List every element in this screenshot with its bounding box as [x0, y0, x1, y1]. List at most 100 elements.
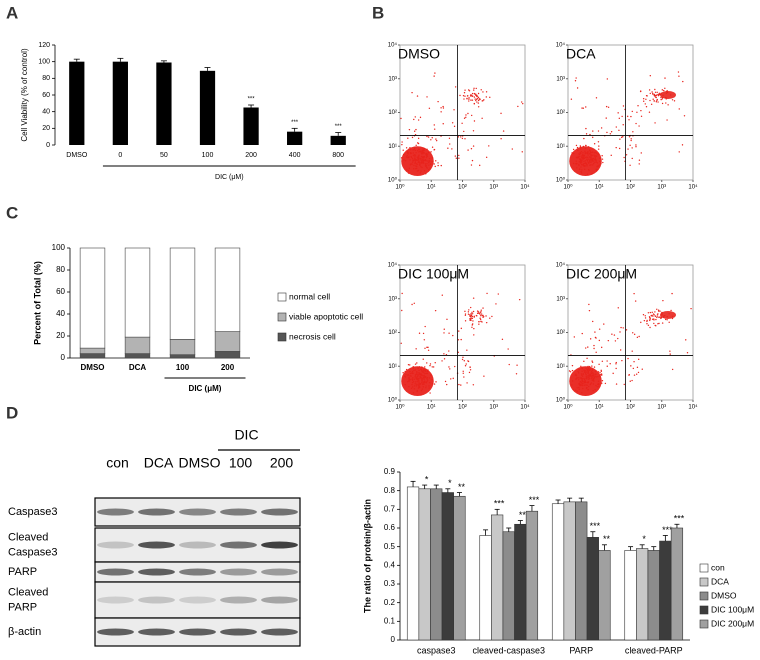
legend-label: DCA [711, 576, 729, 586]
event-cloud [400, 292, 521, 396]
event-dot [408, 167, 411, 170]
event-dot [405, 156, 408, 158]
event-dot [486, 292, 488, 295]
event-dot [428, 385, 430, 387]
event-dot [482, 316, 484, 319]
error-bar [506, 527, 512, 532]
error-bar [494, 508, 500, 515]
event-dot [584, 152, 587, 155]
event-dot [588, 369, 590, 371]
event-dot [590, 370, 593, 373]
event-dot [629, 380, 631, 382]
event-dot [633, 374, 636, 376]
event-dot [415, 377, 418, 379]
event-dot [422, 358, 424, 360]
event-dot [417, 161, 419, 163]
bar-segment [79, 353, 106, 359]
event-dot [414, 376, 417, 378]
row-label: Cleaved [8, 531, 48, 543]
event-dot [583, 157, 585, 160]
event-dot [583, 160, 585, 162]
event-dot [425, 385, 427, 387]
event-dot [469, 314, 471, 316]
event-dot [598, 383, 600, 386]
event-dot [585, 367, 587, 370]
event-dot [651, 318, 654, 320]
blot-band [179, 596, 216, 604]
event-dot [434, 362, 436, 364]
event-dot [404, 384, 406, 386]
event-dot [414, 116, 416, 118]
event-dot [638, 125, 640, 127]
event-dot [405, 374, 407, 376]
bar [430, 488, 443, 641]
legend-label: con [711, 562, 725, 572]
event-dot [485, 91, 488, 93]
event-dot [429, 163, 432, 165]
event-dot [632, 332, 634, 334]
event-dot [480, 309, 482, 311]
event-dot [649, 99, 651, 102]
event-dot [592, 136, 594, 139]
event-dot [586, 165, 588, 167]
event-dot [425, 372, 427, 374]
x-axis-title: DIC (μM) [189, 384, 222, 393]
event-cloud [568, 292, 692, 396]
event-dot [587, 367, 590, 370]
event-dot [423, 372, 425, 374]
event-dot [474, 98, 476, 100]
event-dot [614, 340, 617, 342]
event-dot [418, 332, 421, 334]
x-tick-label: 10⁰ [563, 404, 573, 411]
event-dot [434, 72, 436, 74]
event-dot [426, 346, 428, 349]
event-dot [416, 156, 418, 158]
bar [659, 540, 672, 641]
event-dot [619, 349, 622, 351]
event-dot [618, 129, 620, 132]
event-dot [413, 164, 415, 167]
lane-label: DMSO [179, 455, 221, 471]
event-dot [579, 161, 581, 163]
event-dot [467, 149, 469, 151]
event-dot [603, 323, 605, 325]
event-dot [583, 165, 585, 168]
y-tick-label: 0.3 [384, 579, 396, 588]
legend-label: DIC 100μM [711, 604, 754, 614]
event-dot [418, 366, 421, 368]
event-dot [666, 319, 668, 321]
x-tick-label: 10² [626, 405, 635, 411]
event-dot [582, 377, 584, 380]
event-dot [594, 161, 596, 164]
event-dot [579, 152, 582, 155]
event-dot [421, 152, 424, 155]
error-bar [662, 535, 668, 542]
x-tick-label: 10³ [489, 185, 498, 191]
event-dot [644, 315, 646, 317]
event-dot [661, 89, 664, 91]
event-dot [590, 164, 592, 166]
y-tick-label: 0.4 [384, 560, 396, 569]
event-dot [419, 375, 421, 378]
y-tick-label: 10² [556, 110, 565, 116]
blot-band [179, 508, 216, 516]
blot-band [179, 541, 216, 549]
event-dot [599, 160, 601, 163]
significance: * [448, 478, 452, 488]
event-dot [682, 80, 684, 83]
event-dot [588, 158, 590, 160]
event-dot [430, 374, 432, 376]
event-dot [601, 360, 604, 362]
event-dot [417, 119, 420, 121]
event-cluster [660, 90, 676, 99]
event-dot [470, 315, 472, 317]
y-tick-label: 0.6 [384, 523, 396, 532]
error-bar [160, 60, 167, 63]
event-dot [588, 160, 591, 163]
row-label: PARP [8, 601, 37, 613]
event-dot [464, 310, 466, 313]
event-dot [422, 381, 425, 383]
event-dot [657, 309, 660, 311]
event-dot [654, 311, 656, 313]
event-dot [621, 359, 623, 362]
